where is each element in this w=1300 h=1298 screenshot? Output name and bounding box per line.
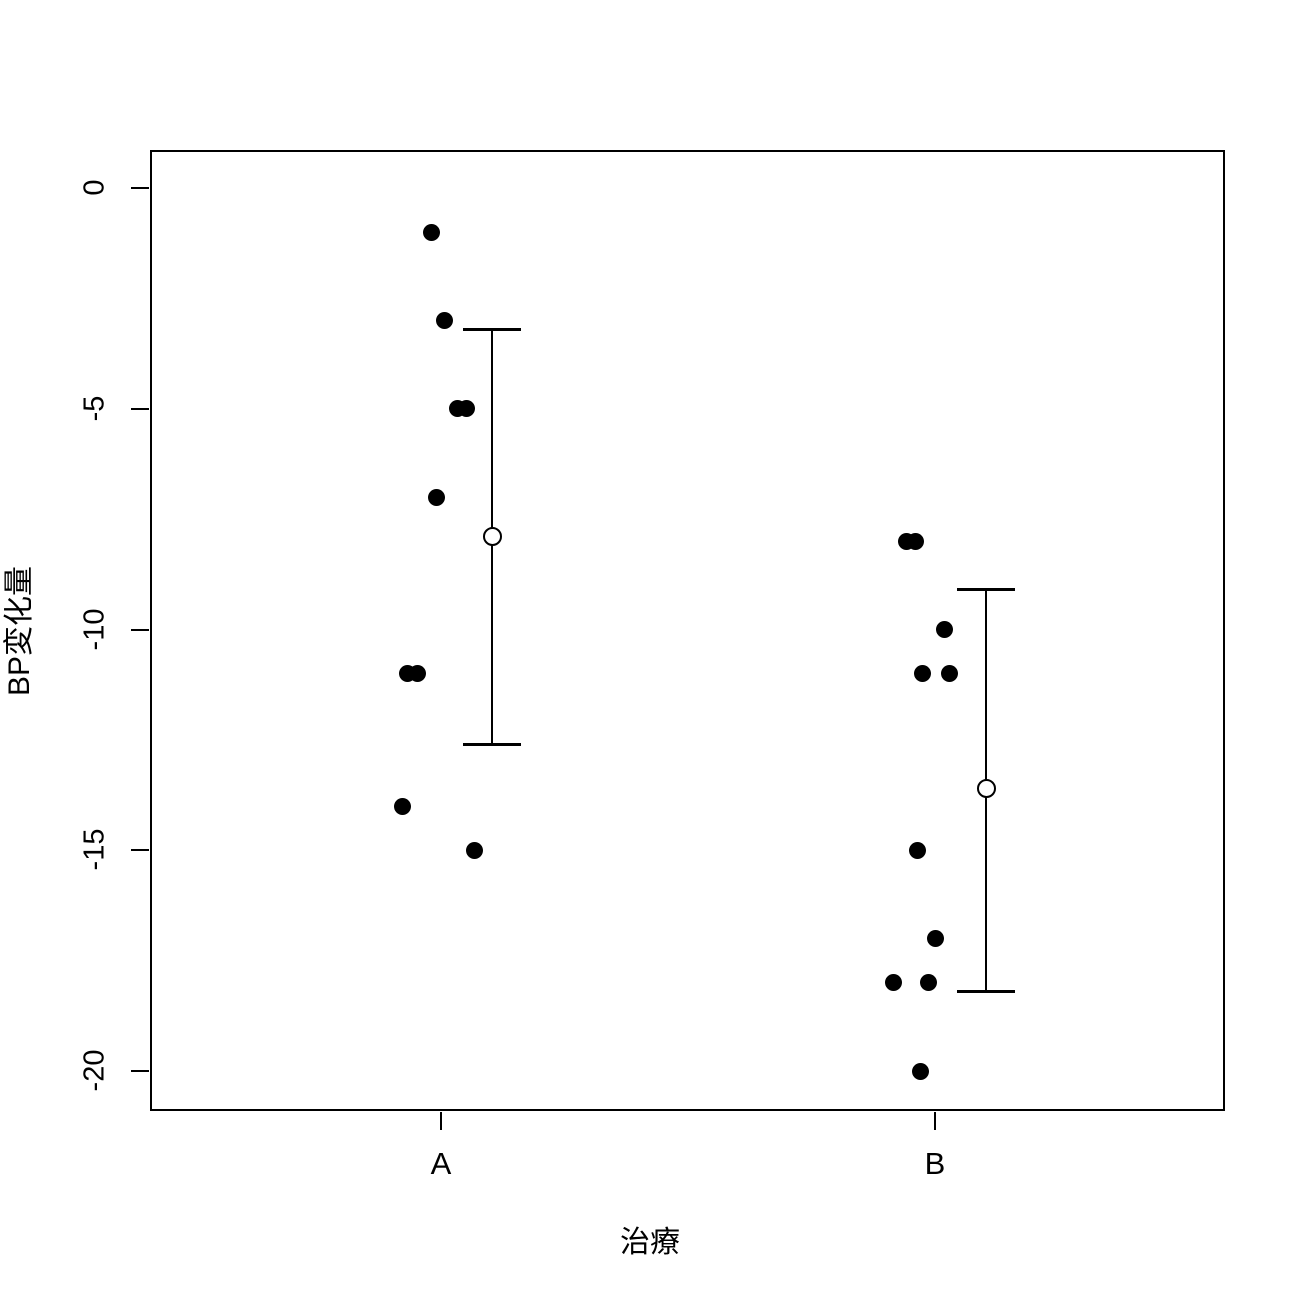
data-point xyxy=(408,665,426,683)
data-point xyxy=(920,974,938,992)
error-bar-upper-cap xyxy=(957,588,1016,592)
data-point xyxy=(926,930,944,948)
y-axis-tick-label: -5 xyxy=(78,395,111,422)
y-axis-tick-label: 0 xyxy=(78,179,111,196)
data-point xyxy=(908,841,926,859)
data-point xyxy=(422,223,440,241)
y-axis-tick-mark xyxy=(131,1070,149,1072)
x-axis-tick-mark xyxy=(934,1112,936,1130)
y-axis-tick-label: -15 xyxy=(78,828,111,871)
data-point xyxy=(907,532,925,550)
y-axis-tick-label: -20 xyxy=(78,1049,111,1092)
data-point xyxy=(394,797,412,815)
error-bar-lower-cap xyxy=(957,990,1016,994)
data-point xyxy=(427,488,445,506)
plot-frame xyxy=(150,150,1225,1111)
y-axis-tick-label: -10 xyxy=(78,608,111,650)
error-bar-lower-cap xyxy=(463,742,522,746)
data-point xyxy=(940,665,958,683)
y-axis-tick-mark xyxy=(131,849,149,852)
data-point xyxy=(913,665,931,683)
mean-marker xyxy=(482,527,502,547)
error-bar-upper-cap xyxy=(463,327,522,331)
data-point xyxy=(912,1062,930,1080)
plot-area xyxy=(150,150,1225,1111)
y-axis-title: BP変化量 xyxy=(3,565,36,696)
y-axis-tick-mark xyxy=(131,628,149,631)
y-axis-tick-mark xyxy=(131,187,149,189)
data-point xyxy=(458,400,476,418)
mean-marker xyxy=(976,778,996,798)
x-axis-tick-label: A xyxy=(430,1146,452,1181)
data-point xyxy=(466,841,484,859)
x-axis-tick-label: B xyxy=(924,1146,946,1181)
data-point xyxy=(435,311,453,329)
data-point xyxy=(884,974,902,992)
x-axis-title: 治療 xyxy=(620,1226,680,1259)
y-axis-tick-mark xyxy=(131,407,149,410)
data-point xyxy=(936,621,954,638)
x-axis-tick-mark xyxy=(440,1112,442,1130)
